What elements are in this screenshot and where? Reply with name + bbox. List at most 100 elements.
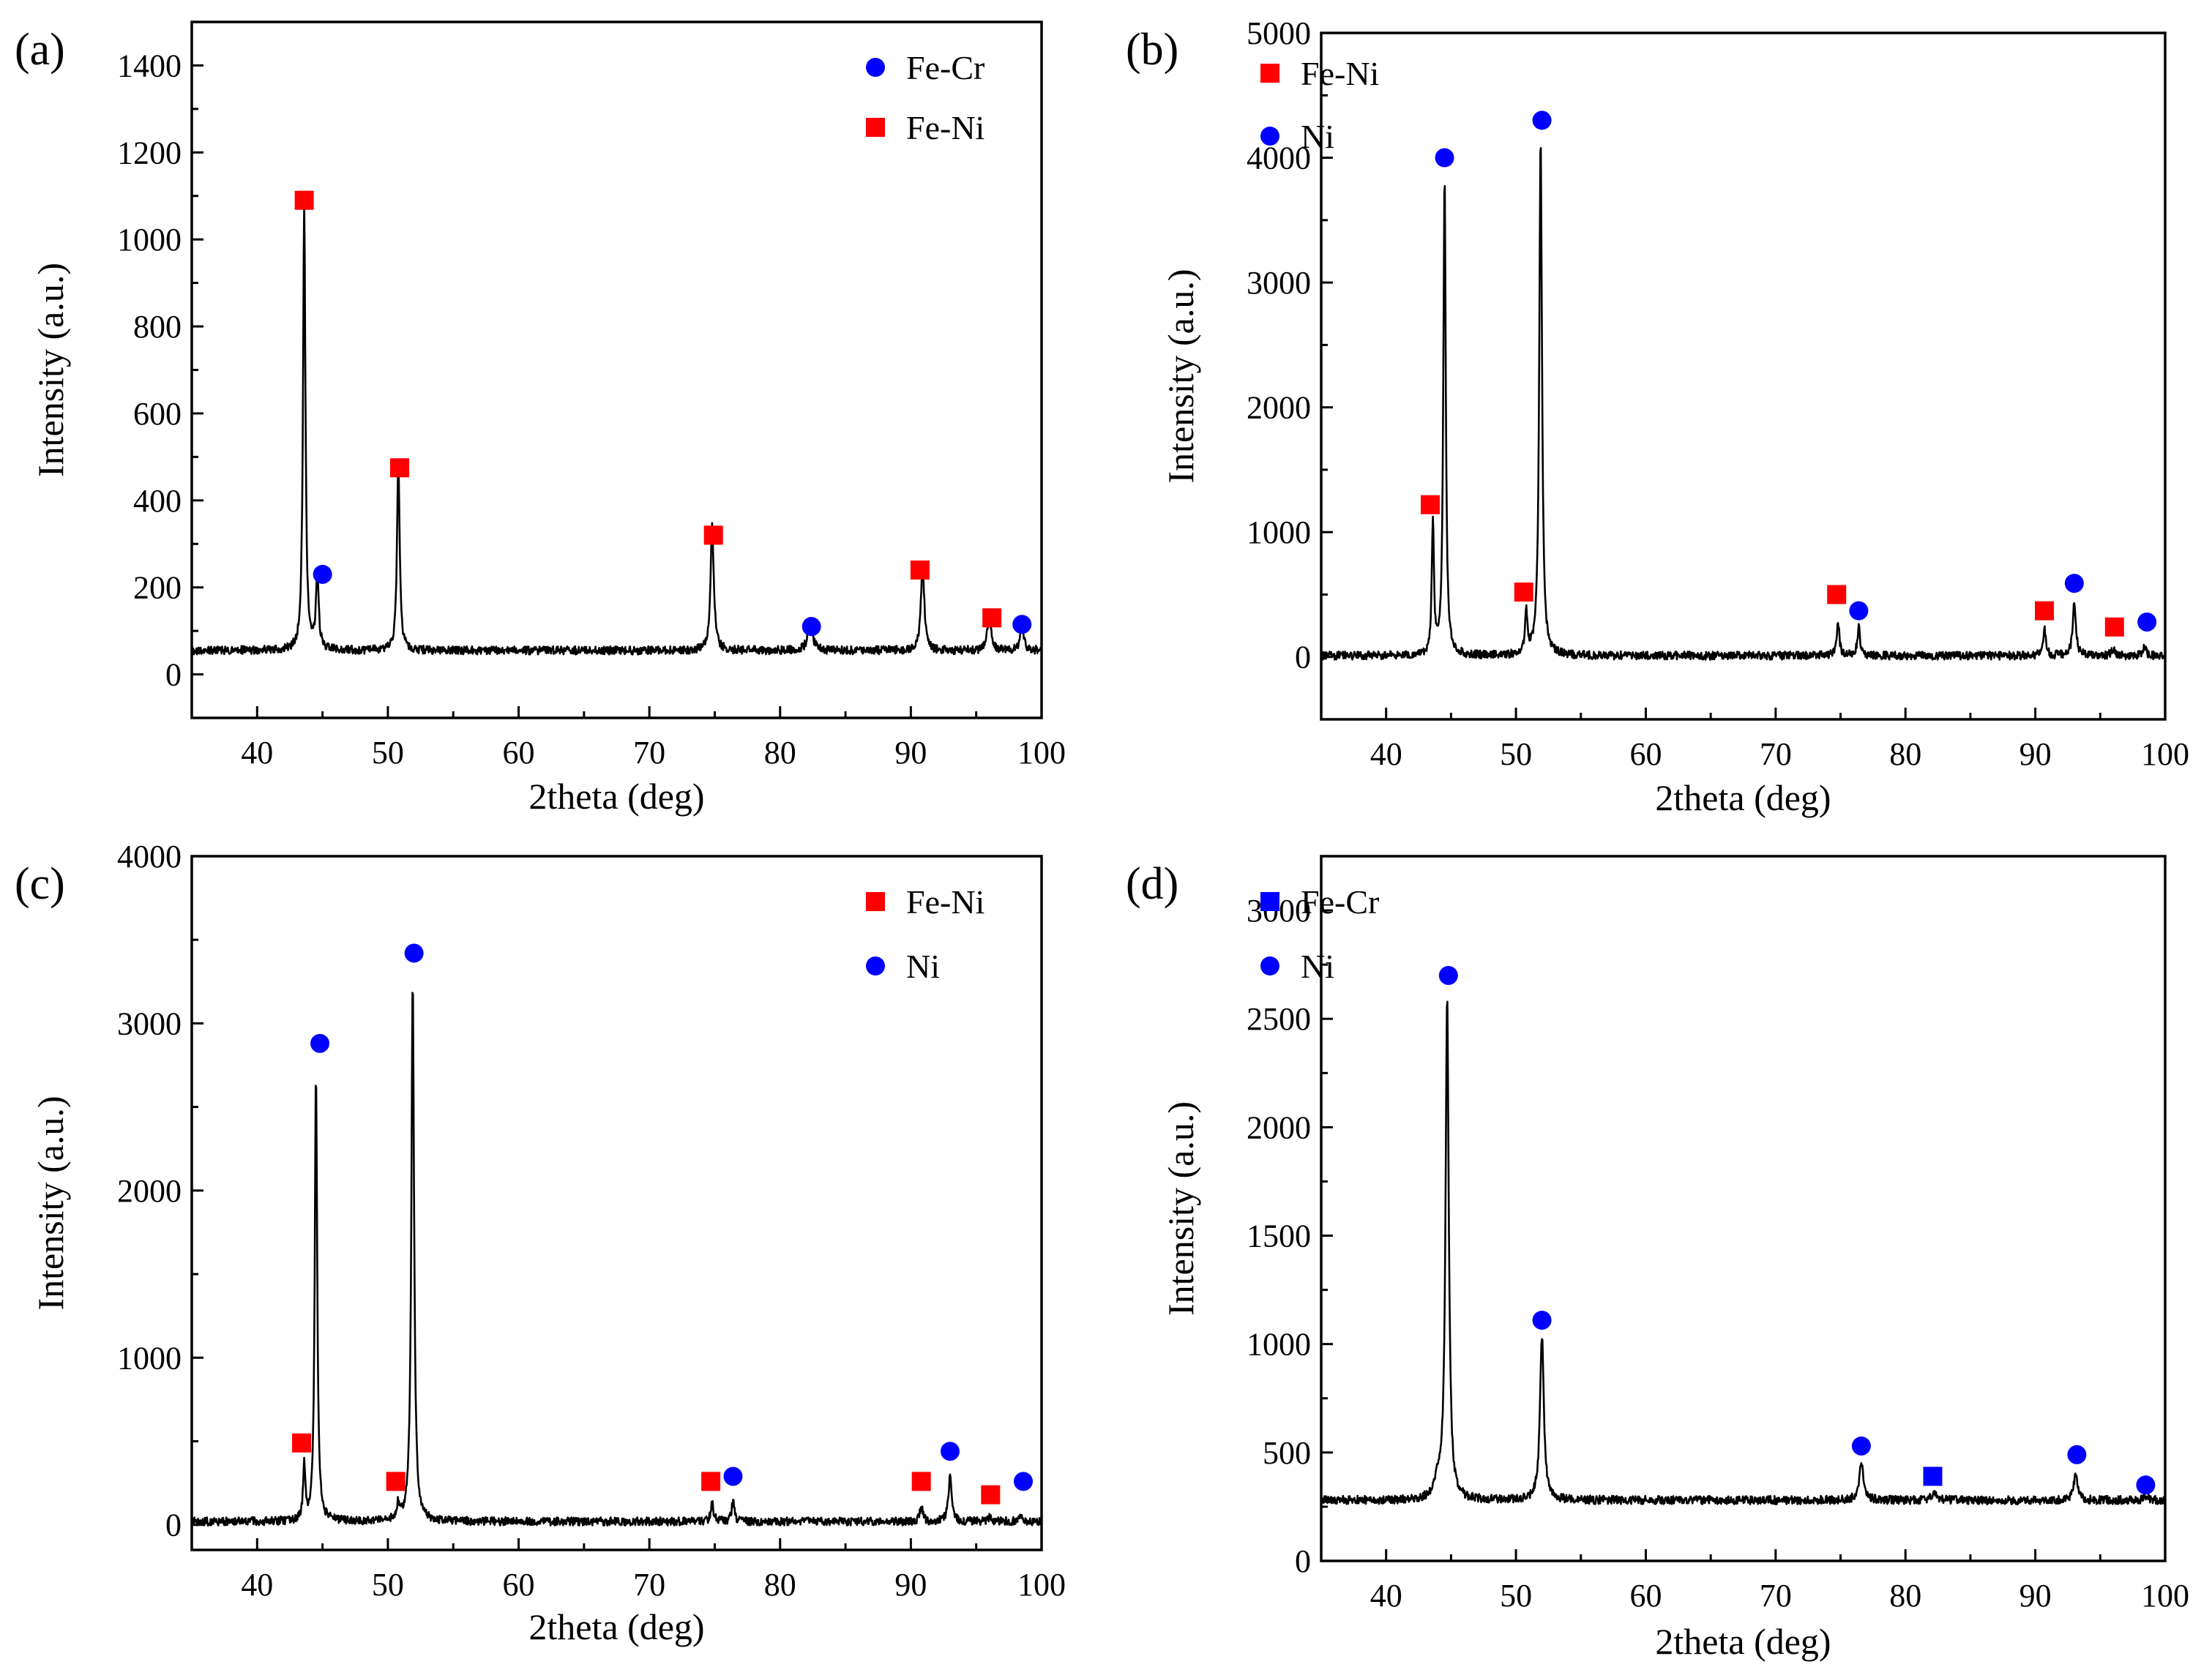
fe-cr-phase-marker [313,564,332,584]
xrd-trace [1320,147,2167,661]
fe-ni-phase-marker [292,1433,312,1453]
x-tick-label: 40 [241,735,273,771]
x-tick-label: 60 [1629,736,1662,772]
plot-frame [1320,31,2167,721]
x-tick-label: 80 [1889,736,1921,772]
y-tick-label: 2500 [1247,1001,1311,1037]
x-tick-label: 80 [1889,1578,1921,1614]
x-tick-label: 100 [2141,1578,2189,1614]
legend-label: Fe-Ni [906,883,984,921]
ni-phase-marker [1013,1472,1033,1491]
xrd-trace [1320,1000,2167,1505]
x-tick-label: 50 [1500,736,1532,772]
legend-label: Fe-Cr [1301,883,1379,921]
fe-cr-phase-marker [1012,615,1032,634]
y-tick-label: 3000 [117,1005,182,1041]
y-tick-label: 4000 [117,839,182,874]
x-tick-label: 80 [764,1567,796,1603]
fe-cr-phase-marker [802,617,821,637]
y-tick-label: 600 [133,396,182,432]
y-tick-label: 1000 [117,222,182,258]
x-tick-label: 50 [1500,1578,1532,1614]
legend: Fe-Ni Ni [866,883,984,985]
y-tick-label: 5000 [1247,15,1311,51]
fe-ni-phase-marker [703,525,723,545]
legend-label: Fe-Ni [1301,55,1379,92]
ni-phase-marker [2136,1475,2156,1495]
ni-phase-marker [1532,111,1552,130]
y-tick-label: 500 [1263,1435,1311,1471]
y-tick-label: 1200 [117,135,182,171]
panel-a: 40 50 60 70 80 90 1000200400600800100012001400… [15,20,1066,817]
ni-phase-marker [1849,601,1869,621]
legend-square-marker [866,118,885,137]
ni-phase-marker [940,1442,960,1461]
legend-circle-marker [866,58,885,77]
fe-ni-phase-marker [911,1472,931,1491]
ni-phase-marker [1851,1436,1871,1456]
fe-ni-phase-marker [389,458,409,478]
fe-ni-phase-marker [386,1472,406,1491]
xrd-trace [190,197,1043,656]
x-tick-label: 60 [503,1567,535,1603]
legend-circle-marker [866,956,885,975]
fe-ni-phase-marker [1421,495,1441,514]
fe-ni-phase-marker [981,1485,1001,1505]
y-tick-label: 800 [133,309,182,345]
x-tick-label: 50 [372,735,404,771]
legend-square-marker [1260,64,1279,83]
legend-circle-marker [1260,127,1279,146]
x-tick-label: 90 [2019,1578,2052,1614]
y-tick-label: 1000 [117,1340,182,1376]
fe-ni-phase-marker [2104,617,2124,637]
y-axis-title: Intensity (a.u.) [1160,1101,1201,1316]
fe-ni-phase-marker [2035,601,2055,621]
y-tick-label: 400 [133,483,182,519]
ni-phase-marker [2067,1445,2087,1464]
y-tick-label: 0 [1295,640,1311,675]
x-tick-label: 40 [241,1567,273,1603]
x-tick-label: 70 [633,735,665,771]
y-axis-title: Intensity (a.u.) [1160,269,1201,484]
ni-phase-marker [1532,1311,1552,1330]
y-tick-label: 1000 [1247,514,1311,550]
x-tick-label: 70 [1760,1578,1792,1614]
y-tick-label: 0 [165,657,182,693]
x-tick-label: 100 [1017,1567,1066,1603]
legend-label: Fe-Ni [906,109,984,146]
panel-label: (a) [15,25,65,75]
legend: Fe-Cr Fe-Ni [866,49,984,146]
legend-label: Ni [906,948,940,985]
ni-phase-marker [2137,612,2157,632]
legend: Fe-Cr Ni [1260,883,1379,985]
fe-ni-phase-marker [982,608,1002,628]
legend-label: Ni [1301,118,1334,155]
y-tick-label: 200 [133,570,182,606]
y-tick-label: 4000 [1247,141,1311,176]
x-tick-label: 60 [1629,1578,1662,1614]
y-tick-label: 2000 [1247,1109,1311,1145]
y-tick-label: 1500 [1247,1218,1311,1254]
fe-cr-phase-marker [1923,1467,1943,1486]
plot-frame [1320,855,2167,1562]
x-axis-title: 2theta (deg) [1655,777,1831,818]
fe-ni-phase-marker [1514,583,1533,602]
ni-phase-marker [1435,148,1454,168]
x-tick-label: 70 [633,1567,665,1603]
y-tick-label: 1000 [1247,1327,1311,1363]
y-axis-title: Intensity (a.u.) [30,263,71,477]
x-axis-title: 2theta (deg) [528,1606,704,1647]
y-tick-label: 2000 [1247,390,1311,426]
fe-ni-phase-marker [701,1472,721,1491]
x-axis-title: 2theta (deg) [1655,1621,1831,1662]
y-axis-title: Intensity (a.u.) [30,1096,71,1311]
x-axis-title: 2theta (deg) [528,776,704,817]
ni-phase-marker [404,943,424,963]
panel-label: (d) [1126,859,1178,909]
y-tick-label: 2000 [117,1173,182,1209]
panel-d: 4050607080901000500100015002000250030002… [1126,855,2189,1662]
x-tick-label: 40 [1370,736,1402,772]
fe-ni-phase-marker [1827,585,1847,604]
y-tick-label: 0 [165,1507,182,1543]
panel-label: (c) [15,859,65,909]
